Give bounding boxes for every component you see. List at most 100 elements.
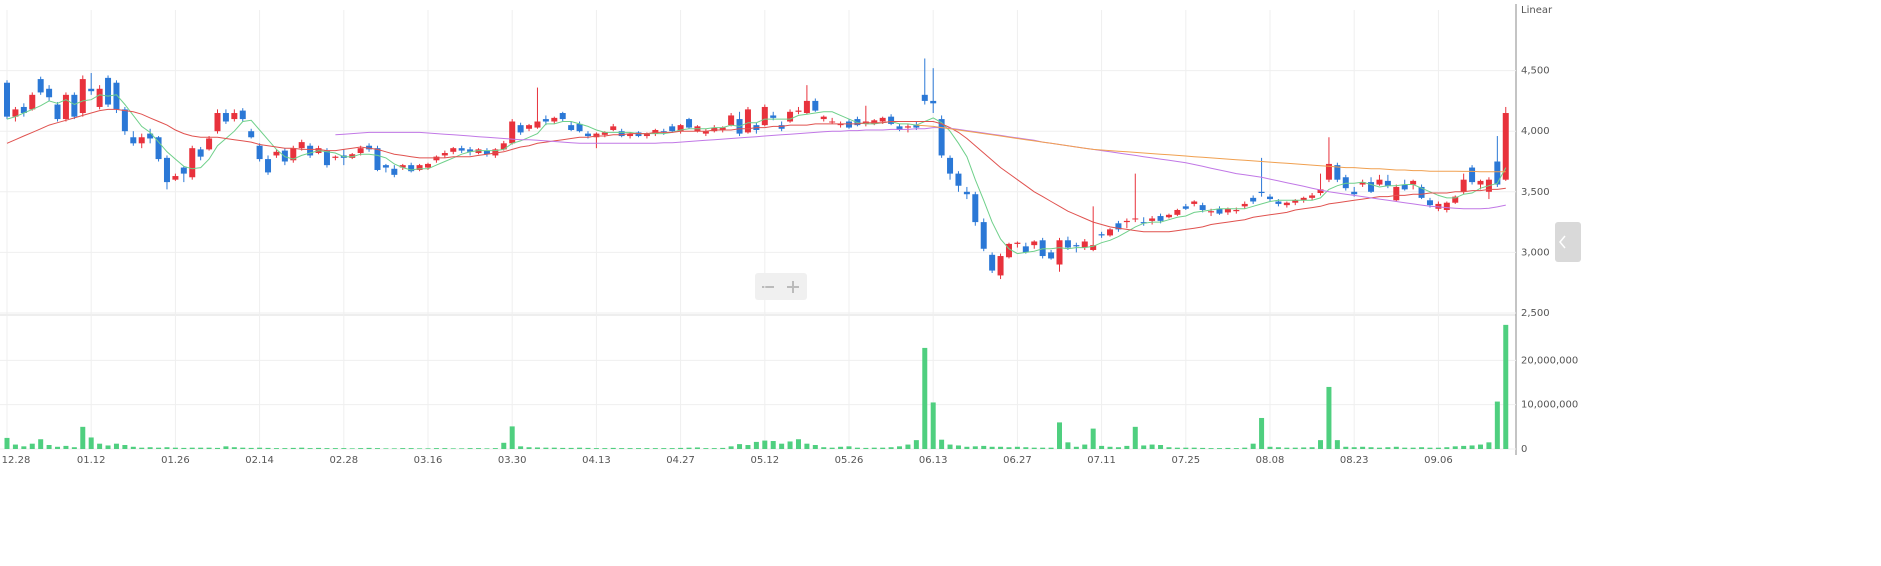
candle-body: [795, 110, 802, 112]
volume-bar: [728, 446, 734, 449]
candle-body: [846, 121, 852, 128]
candle-body: [467, 149, 474, 152]
side-tab-icon: [1559, 235, 1566, 249]
volume-bar: [1065, 442, 1071, 449]
x-tick-label: 05.12: [750, 455, 779, 466]
volume-bar: [863, 447, 869, 449]
candle-body: [1064, 240, 1071, 248]
volume-bar: [63, 445, 69, 449]
candle-body: [854, 119, 861, 126]
candle-body: [1317, 189, 1324, 194]
candle-body: [879, 117, 886, 122]
volume-bar: [1099, 445, 1105, 449]
volume-bar: [122, 445, 128, 449]
candle-body: [155, 137, 162, 160]
volume-bar: [189, 447, 195, 449]
volume-bar: [1183, 447, 1189, 449]
candle-body: [1426, 200, 1433, 206]
volume-bar: [88, 437, 94, 449]
side-tab[interactable]: [1555, 222, 1581, 262]
candle-body: [408, 165, 415, 172]
volume-bar: [299, 447, 305, 449]
candle-body: [1081, 241, 1088, 248]
candle-body: [1165, 214, 1172, 218]
candle-body: [172, 176, 179, 180]
volume-bar: [610, 447, 616, 449]
volume-bar: [947, 444, 953, 449]
candle-body: [787, 111, 794, 122]
volume-bar: [273, 448, 279, 449]
candle-body: [963, 191, 970, 195]
candle-body: [1325, 163, 1332, 180]
volume-bar: [551, 447, 557, 449]
volume-bar: [366, 447, 372, 449]
volume-bar: [248, 447, 254, 449]
candle-body: [147, 133, 154, 139]
volume-bar: [1343, 446, 1349, 449]
x-tick-label: 09.06: [1424, 455, 1453, 466]
volume-bar: [29, 443, 35, 449]
candle-body: [197, 149, 204, 157]
candle-body: [425, 163, 431, 168]
volume-bar: [1486, 442, 1492, 449]
volume-bar: [829, 447, 835, 449]
volume-bar: [930, 402, 936, 449]
candle-body: [997, 256, 1004, 276]
candle-body: [820, 116, 827, 120]
candle-body: [239, 110, 246, 120]
candle-body: [719, 127, 726, 130]
volume-bar: [509, 426, 515, 449]
candle-body: [4, 82, 10, 117]
volume-bar: [307, 448, 313, 449]
volume-bar: [492, 448, 498, 449]
volume-bar: [678, 447, 684, 449]
volume-bar: [577, 447, 583, 449]
candle-body: [1376, 179, 1383, 185]
volume-bar: [1326, 386, 1332, 449]
volume-bar: [1149, 444, 1155, 449]
volume-bar: [198, 447, 204, 449]
candle-body: [1031, 241, 1038, 246]
candle-body: [803, 100, 810, 114]
candle-body: [1435, 203, 1442, 209]
volume-bar: [1376, 447, 1382, 449]
volume-bar: [1006, 447, 1012, 449]
candle-body: [601, 132, 608, 135]
candle-body: [113, 82, 120, 110]
volume-bar: [97, 443, 103, 449]
zoom-control[interactable]: [755, 273, 807, 300]
candle-body: [374, 148, 381, 170]
volume-bar: [720, 447, 726, 449]
candle-body: [1250, 197, 1257, 202]
candle-body: [62, 94, 69, 120]
volume-bar: [568, 447, 574, 449]
volume-bar: [501, 442, 507, 449]
volume-bar: [164, 447, 170, 449]
candle-body: [206, 138, 213, 150]
side-tab-box[interactable]: [1555, 222, 1581, 262]
volume-bar: [105, 445, 111, 449]
volume-bar: [1166, 447, 1172, 449]
candle-body: [1393, 186, 1400, 201]
volume-bar: [846, 446, 852, 449]
volume-bar: [1115, 447, 1121, 449]
volume-bar: [206, 447, 212, 449]
candle-body: [921, 94, 928, 101]
volume-bar: [627, 448, 633, 449]
volume-bar: [172, 447, 178, 449]
candle-body: [652, 129, 659, 134]
candle-body: [627, 133, 634, 137]
candle-body: [1368, 182, 1375, 192]
moving-average-line: [6, 94, 1507, 255]
volume-bar: [661, 448, 667, 449]
volume-bar: [459, 448, 465, 449]
candle-body: [500, 143, 507, 150]
candle-body: [1224, 208, 1231, 213]
volume-bar: [1073, 446, 1079, 449]
volume-bar: [880, 447, 886, 449]
candle-body: [1115, 223, 1122, 230]
candle-body: [1267, 196, 1273, 200]
candle-body: [1090, 245, 1097, 250]
candle-body: [635, 132, 642, 137]
